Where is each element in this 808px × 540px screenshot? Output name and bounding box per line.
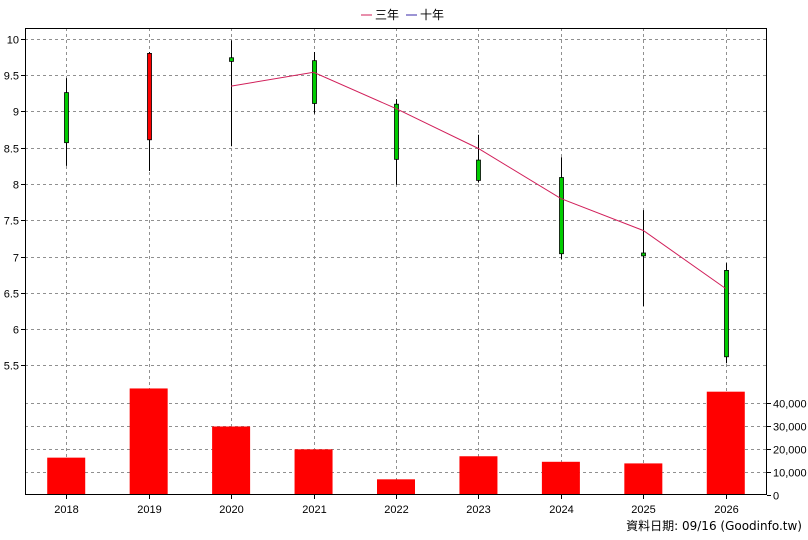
x-tick-label: 2023 — [466, 504, 490, 516]
volume-bar — [129, 388, 168, 495]
volume-tick-label: 0 — [773, 491, 779, 503]
price-tick-label: 10 — [7, 35, 19, 47]
volume-tick-label: 40,000 — [773, 399, 807, 411]
price-tick-label: 5.5 — [4, 361, 19, 373]
volume-bar — [377, 479, 415, 495]
price-tick-label: 8.5 — [4, 144, 19, 156]
x-tick-label: 2022 — [384, 504, 408, 516]
candle-body — [64, 92, 69, 144]
candle-body — [147, 53, 152, 141]
axes: 5.5 6 6.5 7 7.5 8 8.5 9 9.5 10 0 10,000 20,000 30,000… — [4, 28, 807, 516]
volume-tick-label: 30,000 — [773, 422, 807, 434]
price-tick-label: 8 — [13, 180, 19, 192]
x-tick-label: 2019 — [137, 504, 161, 516]
legend-label-three-year: 三年 — [375, 8, 399, 22]
average-line — [231, 71, 727, 290]
price-tick-label: 7.5 — [4, 216, 19, 228]
candle-body — [312, 60, 317, 104]
data-date-credit: 資料日期: 09/16 (Goodinfo.tw) — [626, 519, 802, 533]
legend: 三年 十年 — [361, 8, 444, 22]
volume-tick-label: 10,000 — [773, 468, 807, 480]
x-tick-label: 2021 — [302, 504, 326, 516]
plot-frame — [25, 28, 767, 495]
volume-bar — [47, 457, 86, 495]
x-tick-label: 2024 — [549, 504, 573, 516]
x-tick-label: 2026 — [714, 504, 738, 516]
volume-tick-label: 20,000 — [773, 445, 807, 457]
candle-body — [559, 177, 564, 255]
price-tick-label: 6 — [13, 325, 19, 337]
volume-bar — [212, 426, 251, 495]
candlesticks — [64, 40, 729, 364]
candle-body — [476, 159, 481, 181]
candle-body — [641, 252, 646, 257]
price-tick-label: 7 — [13, 253, 19, 265]
candle-body — [229, 57, 234, 62]
volume-bar — [706, 391, 745, 495]
x-tick-label: 2025 — [631, 504, 655, 516]
volume-bars — [47, 388, 745, 495]
volume-bar — [624, 463, 663, 495]
average-lines — [231, 71, 727, 290]
legend-label-ten-year: 十年 — [420, 8, 444, 22]
x-tick-label: 2018 — [54, 504, 78, 516]
volume-bar — [294, 449, 333, 495]
volume-bar — [541, 461, 580, 495]
candle-body — [394, 103, 399, 160]
volume-bar — [459, 456, 498, 495]
price-tick-label: 9 — [13, 107, 19, 119]
price-tick-label: 6.5 — [4, 289, 19, 301]
price-tick-label: 9.5 — [4, 71, 19, 83]
candle-body — [724, 270, 729, 358]
x-tick-label: 2020 — [219, 504, 243, 516]
